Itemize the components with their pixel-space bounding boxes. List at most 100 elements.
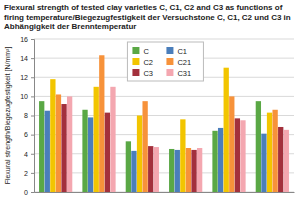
series: [67, 87, 289, 192]
tick-label: 12: [20, 74, 28, 81]
tick-label: 6: [24, 131, 28, 138]
legend-label: C21: [177, 58, 191, 67]
bar: [197, 148, 202, 192]
bar: [94, 87, 99, 192]
bar: [169, 149, 174, 192]
bar: [175, 150, 180, 192]
legend-label: C31: [177, 69, 191, 78]
tick-label: 10: [20, 93, 28, 100]
grid: [34, 39, 294, 192]
grid-line: [34, 115, 294, 116]
legend: C C1 C2 C21 C3 C31: [127, 42, 203, 81]
bar: [212, 131, 217, 192]
tick-mark: [31, 135, 34, 136]
grid-line: [34, 172, 294, 173]
axis-line: [31, 40, 35, 193]
bar: [110, 87, 115, 192]
bar: [235, 118, 240, 192]
tick: 14: [20, 55, 34, 62]
legend-swatch: [166, 69, 173, 76]
tick-label: 14: [20, 55, 28, 62]
bar: [267, 113, 272, 192]
series: [50, 68, 272, 192]
bar: [272, 110, 277, 192]
bar: [186, 148, 191, 192]
bar: [224, 68, 229, 192]
tick: 0: [24, 189, 34, 196]
x-axis: [35, 192, 295, 194]
legend-swatch: [132, 58, 139, 65]
tick-label: 4: [24, 150, 28, 157]
axis-line: [35, 192, 295, 193]
grid-line: [34, 96, 294, 97]
legend-item: C1: [166, 47, 187, 56]
tick: 2: [24, 170, 34, 177]
grid-line: [34, 134, 294, 135]
bar: [142, 101, 147, 192]
series: [61, 104, 283, 192]
bar: [67, 96, 72, 192]
bar: [229, 96, 234, 192]
bar: [148, 146, 153, 192]
tick-mark: [31, 58, 34, 59]
bar: [105, 113, 110, 192]
bar: [39, 101, 44, 192]
bar: [82, 110, 87, 192]
bar: [240, 120, 245, 192]
bar: [45, 111, 50, 192]
tick-label: 2: [24, 170, 28, 177]
tick: 12: [20, 74, 34, 81]
bar: [126, 141, 131, 192]
tick-mark: [31, 116, 34, 117]
bar: [56, 94, 61, 192]
tick: 16: [20, 36, 34, 43]
bar: [191, 150, 196, 192]
legend-label: C3: [143, 69, 153, 78]
tick-label: 8: [24, 112, 28, 119]
tick-mark: [31, 154, 34, 155]
legend-label: C: [143, 47, 149, 56]
tick-mark: [31, 39, 34, 40]
tick-label: 0: [24, 189, 28, 196]
bar: [50, 79, 55, 192]
legend-item: C3: [132, 69, 153, 78]
tick: 6: [24, 131, 34, 138]
legend-box: [127, 42, 203, 81]
legend-swatch: [166, 58, 173, 65]
bar: [99, 55, 104, 192]
legend-swatch: [166, 47, 173, 54]
legend-swatch: [132, 47, 139, 54]
bar: [180, 119, 185, 192]
tick: 8: [24, 112, 34, 119]
legend-swatch: [132, 69, 139, 76]
tick-mark: [31, 77, 34, 78]
bar: [284, 130, 289, 192]
legend-item: C21: [166, 58, 191, 67]
plot: 0 2 4 6 8 10 12 14 16 C C1 C2 C21 C3 C31: [20, 36, 294, 196]
legend-label: C1: [177, 47, 187, 56]
legend-label: C2: [143, 58, 153, 67]
tick-mark: [31, 96, 34, 97]
bar: [61, 104, 66, 192]
bar: [137, 116, 142, 193]
chart: Flexural strength of tested clay varieti…: [0, 0, 300, 200]
title: Flexural strength of tested clay varieti…: [4, 3, 291, 31]
bar: [154, 147, 159, 192]
tick-label: 16: [20, 36, 28, 43]
bar: [261, 134, 266, 192]
legend-item: C31: [166, 69, 191, 78]
tick: 4: [24, 150, 34, 157]
grid-line: [34, 39, 294, 40]
bar: [278, 127, 283, 192]
y-axis: 0 2 4 6 8 10 12 14 16: [20, 36, 34, 196]
bar: [218, 128, 223, 192]
tick-mark: [31, 192, 34, 193]
legend-item: C2: [132, 58, 153, 67]
grid-line: [34, 192, 294, 193]
legend-item: C: [132, 47, 149, 56]
bar: [256, 101, 261, 192]
y-axis-title: Flexural strength/Biegezugfestigkeit [N/…: [4, 47, 12, 185]
bar: [131, 151, 136, 192]
grid-line: [34, 153, 294, 154]
tick: 10: [20, 93, 34, 100]
